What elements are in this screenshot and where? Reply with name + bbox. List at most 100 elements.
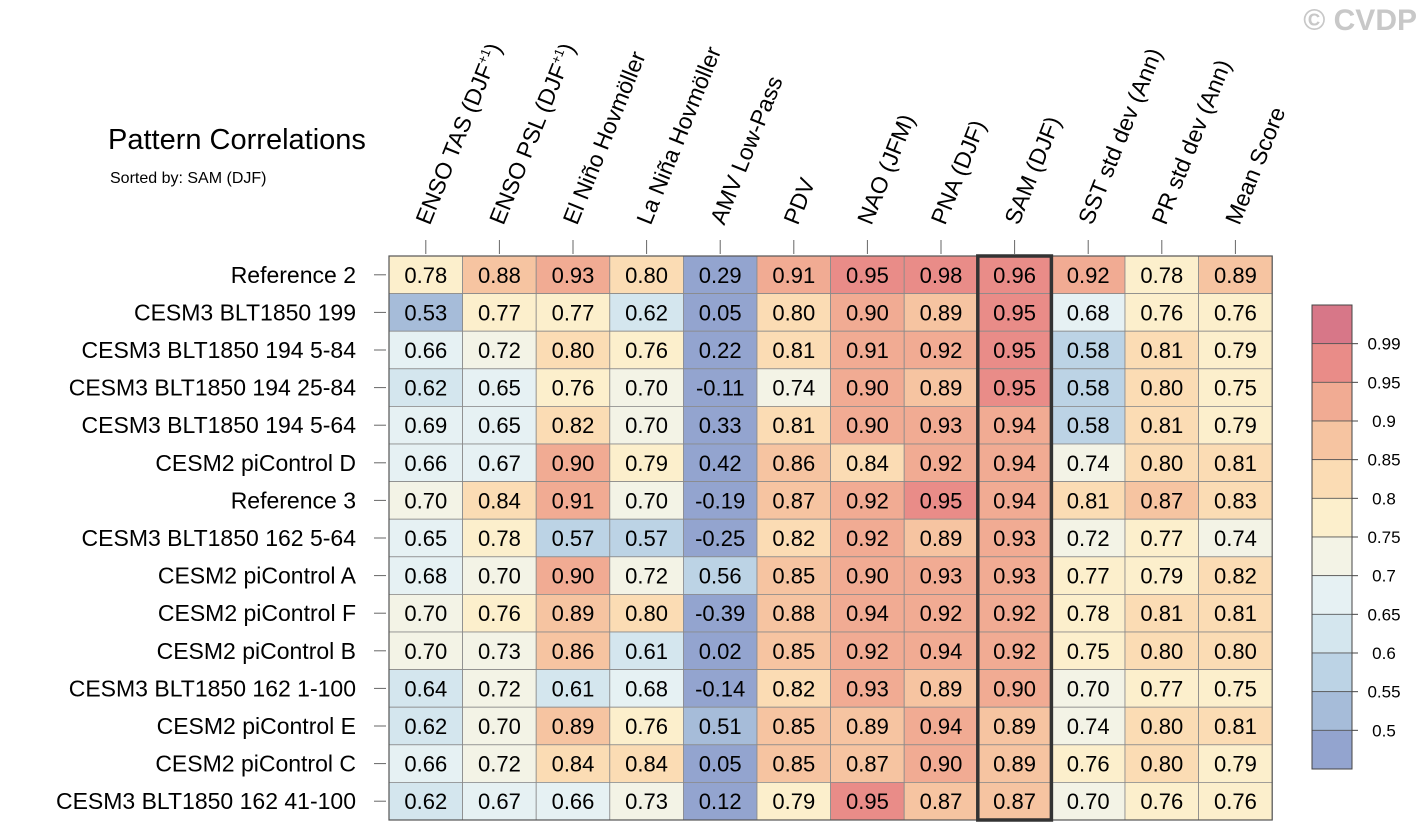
highlighted-column-frame xyxy=(976,254,1054,822)
heatmap-cell xyxy=(1198,405,1273,445)
heatmap-cell xyxy=(388,744,463,783)
colorbar-segment xyxy=(1311,459,1353,499)
row-label: CESM3 BLT1850 194 5-64 xyxy=(82,412,357,438)
cell-value: 0.58 xyxy=(1067,376,1110,401)
heatmap-cell xyxy=(756,330,831,370)
column-label: PR std dev (Ann) xyxy=(1146,56,1236,228)
cell-value: 0.68 xyxy=(1067,300,1110,325)
cell-value: 0.87 xyxy=(1140,488,1183,513)
heatmap-cell xyxy=(1124,556,1199,595)
cell-value: 0.77 xyxy=(1067,564,1110,589)
cell-value: 0.79 xyxy=(772,789,815,814)
cell-value: 0.57 xyxy=(552,526,595,551)
cell-value: 0.92 xyxy=(846,488,889,513)
cell-value: 0.12 xyxy=(699,789,742,814)
cell-value: 0.33 xyxy=(699,413,742,438)
cell-value: 0.94 xyxy=(993,488,1036,513)
cell-value: 0.91 xyxy=(846,338,889,363)
heatmap-cell xyxy=(756,556,831,595)
heatmap-cell xyxy=(977,518,1052,558)
cell-value: 0.72 xyxy=(478,752,521,777)
cell-value: 0.90 xyxy=(920,752,963,777)
cell-value: 0.93 xyxy=(920,413,963,438)
column-label: El Niño Hovmöller xyxy=(558,47,651,228)
cell-value: 0.90 xyxy=(552,564,595,589)
cell-value: 0.82 xyxy=(552,413,595,438)
heatmap-cell xyxy=(903,782,979,821)
cell-value: 0.93 xyxy=(552,263,595,288)
cell-value: 0.70 xyxy=(478,564,521,589)
cell-value: 0.77 xyxy=(552,300,595,325)
colorbar-segment xyxy=(1311,729,1353,770)
grid-border xyxy=(388,255,1273,821)
cell-value: 0.87 xyxy=(920,789,963,814)
colorbar-label: 0.7 xyxy=(1372,567,1396,586)
cell-value: -0.11 xyxy=(696,376,745,401)
heatmap-cell xyxy=(1198,744,1273,783)
cell-value: 0.90 xyxy=(846,300,889,325)
heatmap-cell xyxy=(388,782,463,821)
cell-value: 0.79 xyxy=(1214,338,1257,363)
heatmap-cell xyxy=(683,594,758,633)
column-label: Mean Score xyxy=(1220,103,1291,228)
cell-value: -0.39 xyxy=(695,601,745,626)
cell-value: -0.14 xyxy=(695,676,745,701)
cell-value: 0.78 xyxy=(1067,601,1110,626)
heatmap-cell xyxy=(1124,293,1199,332)
heatmap-cell xyxy=(609,443,684,482)
heatmap-cell xyxy=(756,744,831,783)
cell-value: 0.80 xyxy=(1140,376,1183,401)
colorbar-segment xyxy=(1311,613,1353,654)
cell-value: 0.86 xyxy=(772,451,815,476)
heatmap-cell xyxy=(609,556,684,595)
cell-value: 0.77 xyxy=(1140,526,1183,551)
heatmap-cell xyxy=(903,518,979,558)
cell-value: 0.81 xyxy=(1140,601,1183,626)
cell-value: 0.62 xyxy=(404,376,447,401)
heatmap-cell xyxy=(903,556,979,595)
cell-value: 0.66 xyxy=(404,338,447,363)
heatmap-cell xyxy=(388,330,463,370)
cell-value: 0.81 xyxy=(1214,601,1257,626)
cell-value: 0.95 xyxy=(993,300,1036,325)
cell-value: 0.70 xyxy=(625,376,668,401)
heatmap-cell xyxy=(756,443,831,482)
heatmap-cell xyxy=(683,443,758,482)
column-label: NAO (JFM) xyxy=(852,110,920,228)
cell-value: 0.80 xyxy=(1140,714,1183,739)
heatmap-cell xyxy=(1198,556,1273,595)
cell-value: 0.42 xyxy=(699,451,742,476)
cell-value: 0.73 xyxy=(625,789,668,814)
heatmap-cell xyxy=(535,368,611,407)
row-label: CESM2 piControl B xyxy=(157,638,356,664)
cell-value: 0.92 xyxy=(993,639,1036,664)
heatmap-cell xyxy=(903,744,979,783)
heatmap-cell xyxy=(1124,443,1199,482)
heatmap-cell xyxy=(683,518,758,558)
cell-value: 0.73 xyxy=(478,639,521,664)
cell-value: 0.92 xyxy=(920,451,963,476)
heatmap-cell xyxy=(535,744,611,783)
cell-value: 0.85 xyxy=(772,752,815,777)
heatmap-cell xyxy=(1198,669,1273,708)
heatmap-cell xyxy=(903,405,979,445)
cell-value: 0.84 xyxy=(478,488,521,513)
cell-value: 0.81 xyxy=(1140,338,1183,363)
colorbar-label: 0.5 xyxy=(1372,721,1396,740)
heatmap-cell xyxy=(756,518,831,558)
cell-value: 0.90 xyxy=(552,451,595,476)
cell-value: 0.70 xyxy=(625,413,668,438)
cell-value: 0.91 xyxy=(772,263,815,288)
cell-value: 0.70 xyxy=(404,601,447,626)
row-label: CESM2 piControl D xyxy=(155,450,356,476)
cell-value: 0.77 xyxy=(478,300,521,325)
cell-value: 0.67 xyxy=(478,789,521,814)
cell-value: 0.89 xyxy=(552,601,595,626)
cell-value: 0.62 xyxy=(404,789,447,814)
heatmap-cell xyxy=(683,556,758,595)
cell-value: 0.91 xyxy=(552,488,595,513)
column-label: PDV xyxy=(778,174,820,228)
cell-value: 0.72 xyxy=(478,676,521,701)
colorbar-label: 0.55 xyxy=(1367,683,1400,702)
